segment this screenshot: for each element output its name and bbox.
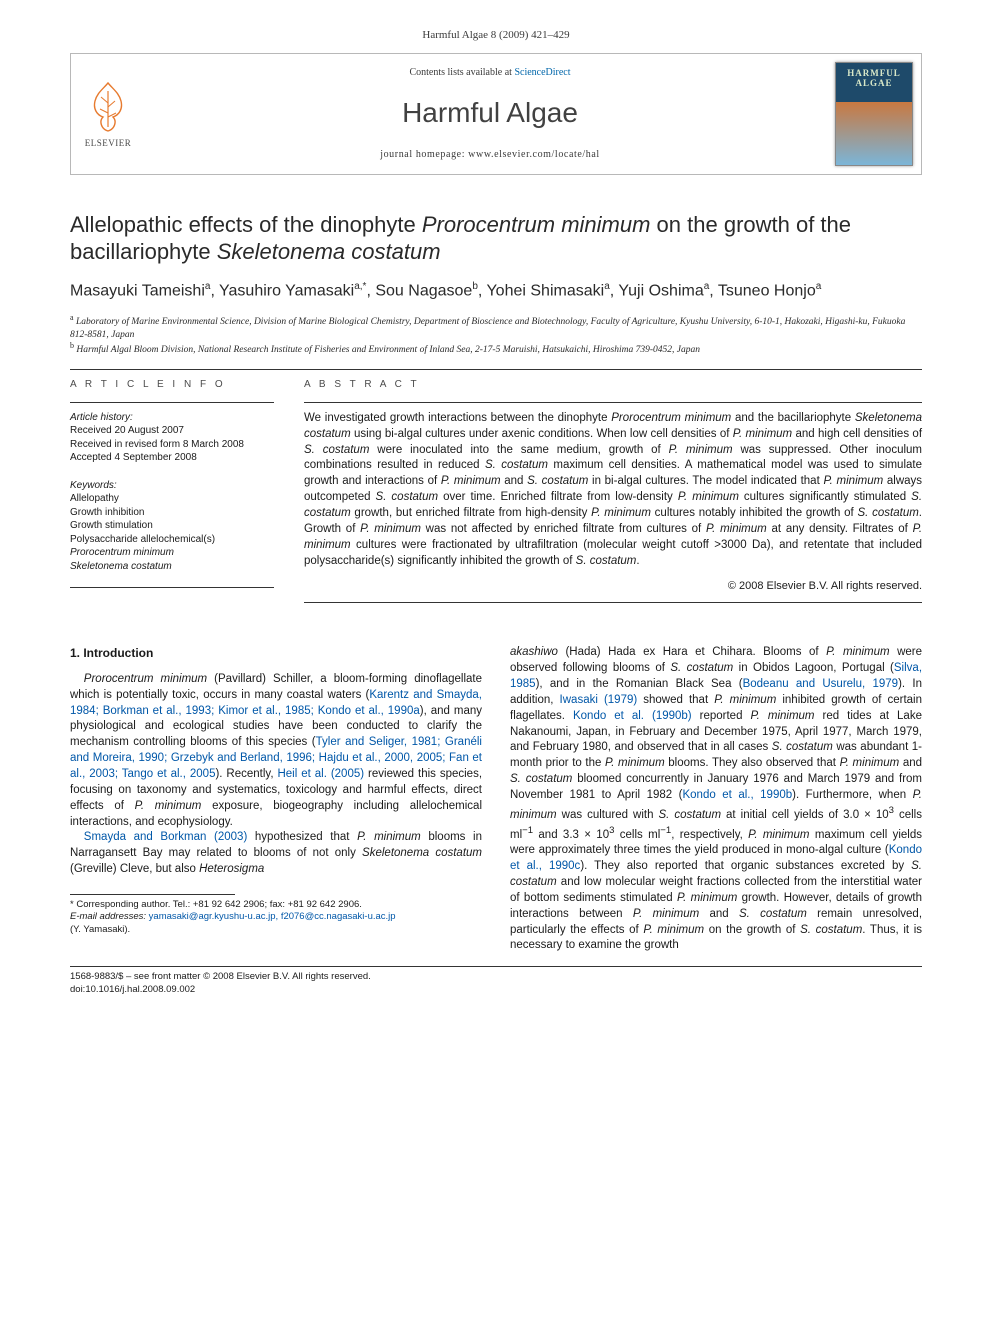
history-received: Received 20 August 2007 [70, 424, 274, 438]
intro-para-2-continued: akashiwo (Hada) Hada ex Hara et Chihara.… [510, 645, 922, 954]
journal-homepage: journal homepage: www.elsevier.com/locat… [145, 148, 835, 162]
footer-issn: 1568-9883/$ – see front matter © 2008 El… [70, 971, 922, 983]
contents-prefix: Contents lists available at [409, 67, 514, 78]
intro-heading: 1. Introduction [70, 645, 482, 662]
email-addresses[interactable]: yamasaki@agr.kyushu-u.ac.jp, f2076@cc.na… [146, 911, 396, 922]
history-revised: Received in revised form 8 March 2008 [70, 438, 274, 452]
article-info-column: A R T I C L E I N F O Article history: R… [70, 378, 274, 611]
authors-list: Masayuki Tameishia, Yasuhiro Yamasakia,*… [70, 280, 922, 303]
rule-above-info [70, 369, 922, 370]
keywords-heading: Keywords: [70, 479, 274, 493]
history-heading: Article history: [70, 411, 274, 425]
footer-rule [70, 966, 922, 967]
article-title: Allelopathic effects of the dinophyte Pr… [70, 211, 922, 266]
keyword-item-italic: Prorocentrum minimum [70, 546, 274, 560]
running-head: Harmful Algae 8 (2009) 421–429 [70, 28, 922, 43]
email-line: E-mail addresses: yamasaki@agr.kyushu-u.… [70, 911, 482, 923]
title-text-1: Allelopathic effects of the dinophyte [70, 212, 422, 237]
keyword-item-italic: Skeletonema costatum [70, 560, 274, 574]
elsevier-logo: ELSEVIER [71, 54, 145, 174]
journal-header: ELSEVIER Contents lists available at Sci… [70, 53, 922, 175]
affiliation-a: a Laboratory of Marine Environmental Sci… [70, 313, 922, 342]
footer-doi: doi:10.1016/j.hal.2008.09.002 [70, 984, 922, 996]
abstract-copyright: © 2008 Elsevier B.V. All rights reserved… [304, 579, 922, 594]
abstract-column: A B S T R A C T We investigated growth i… [304, 378, 922, 611]
keyword-item: Growth stimulation [70, 519, 274, 533]
article-body: 1. Introduction Prorocentrum minimum (Pa… [70, 645, 922, 954]
abs-rule-1 [304, 402, 922, 403]
page-footer: 1568-9883/$ – see front matter © 2008 El… [70, 971, 922, 996]
journal-cover-thumbnail: HARMFUL ALGAE [835, 62, 913, 166]
info-rule-1 [70, 402, 274, 403]
title-species-2: Skeletonema costatum [217, 239, 441, 264]
contents-available-line: Contents lists available at ScienceDirec… [145, 66, 835, 80]
title-species-1: Prorocentrum minimum [422, 212, 651, 237]
abstract-label: A B S T R A C T [304, 378, 922, 392]
affiliations: a Laboratory of Marine Environmental Sci… [70, 313, 922, 358]
email-owner: (Y. Yamasaki). [70, 924, 482, 936]
abs-rule-2 [304, 602, 922, 603]
article-history: Article history: Received 20 August 2007… [70, 411, 274, 465]
info-rule-2 [70, 587, 274, 588]
cover-title: HARMFUL ALGAE [836, 69, 912, 89]
corresponding-author-footnote: * Corresponding author. Tel.: +81 92 642… [70, 899, 482, 936]
keyword-item: Polysaccharide allelochemical(s) [70, 533, 274, 547]
abstract-text: We investigated growth interactions betw… [304, 411, 922, 570]
history-accepted: Accepted 4 September 2008 [70, 451, 274, 465]
intro-para-2: Smayda and Borkman (2003) hypothesized t… [70, 830, 482, 878]
journal-name: Harmful Algae [145, 94, 835, 132]
elsevier-wordmark: ELSEVIER [85, 137, 132, 149]
sciencedirect-link[interactable]: ScienceDirect [514, 67, 570, 78]
article-info-label: A R T I C L E I N F O [70, 378, 274, 392]
keyword-item: Growth inhibition [70, 506, 274, 520]
keywords-block: Keywords: AllelopathyGrowth inhibitionGr… [70, 479, 274, 574]
intro-para-1: Prorocentrum minimum (Pavillard) Schille… [70, 672, 482, 831]
elsevier-tree-icon [85, 79, 131, 135]
affiliation-b: b Harmful Algal Bloom Division, National… [70, 341, 922, 357]
keyword-item: Allelopathy [70, 492, 274, 506]
footnote-separator [70, 894, 235, 895]
corr-author-line: * Corresponding author. Tel.: +81 92 642… [70, 899, 482, 911]
